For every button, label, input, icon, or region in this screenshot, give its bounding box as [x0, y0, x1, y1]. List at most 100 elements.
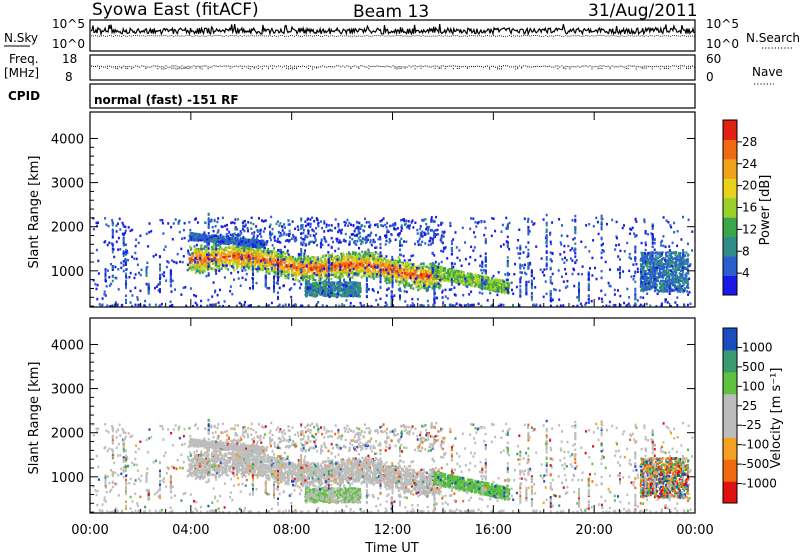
nsearch-dot: [260, 35, 261, 36]
power-cell: [204, 234, 206, 237]
power-cell: [422, 275, 424, 278]
station-title: Syowa East (fitACF): [92, 0, 259, 20]
power-cell: [341, 275, 343, 278]
power-cell: [233, 239, 235, 242]
freq-dot: [459, 66, 460, 67]
freq-dot: [551, 67, 552, 68]
power-cell: [274, 271, 276, 274]
nsearch-dot: [662, 36, 663, 37]
power-cell: [234, 218, 236, 221]
nsearch-dot: [266, 36, 267, 37]
nsearch-dot: [596, 36, 597, 37]
nsearch-dot: [521, 36, 522, 37]
nsearch-dot: [666, 35, 667, 36]
nave-dot: [294, 68, 295, 69]
power-cell: [400, 238, 402, 241]
freq-dot: [481, 66, 482, 67]
power-cell: [332, 282, 334, 285]
nave-dot: [666, 68, 667, 69]
power-cell: [388, 241, 390, 244]
power-cell: [411, 270, 413, 273]
nsearch-dot: [401, 35, 402, 36]
nsearch-dot: [280, 35, 281, 36]
nave-dot: [467, 68, 468, 69]
freq-dot: [312, 66, 313, 67]
nsearch-dot: [664, 35, 665, 36]
nsky-trace: [91, 24, 695, 37]
power-cell: [267, 248, 269, 251]
freq-dot: [328, 66, 329, 67]
power-cell: [338, 289, 340, 292]
power-cell: [194, 249, 196, 252]
nsearch-dot: [290, 35, 291, 36]
nsearch-dot: [461, 36, 462, 37]
power-cell: [401, 272, 403, 275]
power-cell: [412, 266, 414, 269]
nave-dot: [569, 68, 570, 69]
nsearch-dot: [129, 35, 130, 36]
freq-dot: [632, 66, 633, 67]
power-cell: [217, 244, 219, 247]
power-cell: [367, 252, 369, 255]
power-cell: [307, 269, 309, 272]
power-cell: [388, 261, 390, 264]
power-cell: [425, 223, 427, 226]
power-cell: [323, 230, 325, 233]
nsearch-dot: [658, 35, 659, 36]
power-cell: [369, 241, 371, 244]
nsearch-dot: [415, 36, 416, 37]
power-cell: [225, 249, 227, 252]
power-cell: [316, 282, 318, 285]
nsearch-dot: [495, 36, 496, 37]
freq-dot: [423, 66, 424, 67]
power-cell: [315, 233, 317, 236]
power-cell: [289, 256, 291, 259]
nsearch-dot: [509, 35, 510, 36]
power-cell: [396, 278, 398, 281]
nave-dot: [186, 68, 187, 69]
power-cell: [408, 220, 410, 223]
nsearch-dot: [262, 35, 263, 36]
power-cell: [326, 270, 328, 273]
nsearch-dot: [477, 35, 478, 36]
power-cell: [348, 251, 350, 254]
power-cell: [212, 262, 214, 265]
power-cell: [306, 236, 308, 239]
freq-dot: [314, 67, 315, 68]
freq-dot: [334, 66, 335, 67]
nsearch-dot: [334, 36, 335, 37]
power-cell: [228, 253, 230, 256]
freq-dot: [596, 66, 597, 67]
power-cell: [299, 264, 301, 267]
freq-dot: [571, 66, 572, 67]
freq-dot: [575, 66, 576, 67]
power-cell: [355, 294, 357, 297]
power-cell: [211, 267, 213, 270]
nsearch-dot: [557, 35, 558, 36]
freq-dot: [567, 66, 568, 67]
power-cell: [321, 240, 323, 243]
nsearch-dot: [674, 35, 675, 36]
nsearch-dot: [413, 35, 414, 36]
nave-dot: [258, 68, 259, 69]
power-cell: [402, 281, 404, 284]
power-cell: [292, 274, 294, 277]
nsearch-dot: [206, 36, 207, 37]
power-cell: [315, 239, 317, 242]
power-cell: [409, 284, 411, 287]
nsearch-dot: [690, 36, 691, 37]
nsearch-dot: [276, 36, 277, 37]
freq-dot: [403, 66, 404, 67]
nsearch-dot: [346, 35, 347, 36]
power-cell: [202, 237, 204, 240]
freq-dot: [557, 66, 558, 67]
power-cell: [225, 243, 227, 246]
power-cell: [351, 276, 353, 279]
nsearch-dot: [232, 35, 233, 36]
nsearch-dot: [459, 36, 460, 37]
freq-dot: [682, 65, 683, 66]
power-cell: [213, 241, 215, 244]
power-cell: [357, 283, 359, 286]
power-cell: [350, 287, 352, 290]
nsearch-dot: [382, 35, 383, 36]
